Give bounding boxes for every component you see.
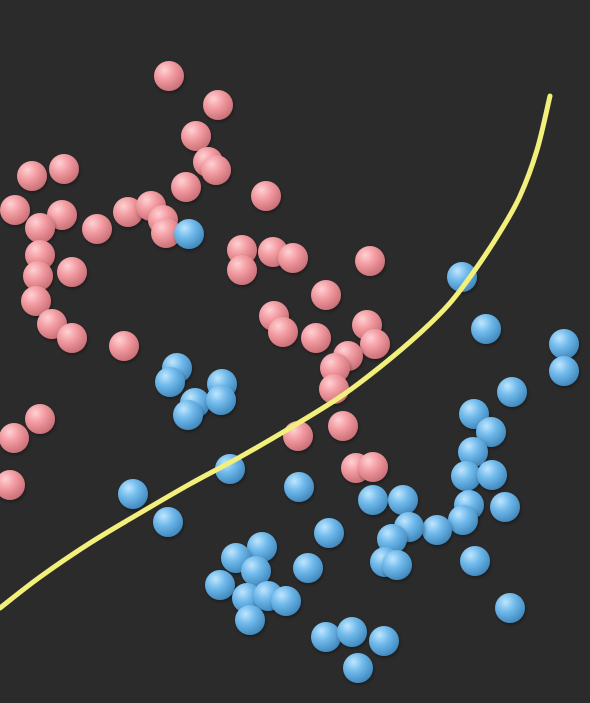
pink-point [201, 155, 231, 185]
blue-point [311, 622, 341, 652]
blue-point [206, 385, 236, 415]
pink-point [47, 200, 77, 230]
blue-point [284, 472, 314, 502]
pink-point [57, 257, 87, 287]
blue-point [153, 507, 183, 537]
pink-point [278, 243, 308, 273]
blue-point [549, 329, 579, 359]
pink-point [25, 213, 55, 243]
blue-point [497, 377, 527, 407]
blue-class-points [118, 219, 579, 683]
blue-point [358, 485, 388, 515]
pink-class-points [0, 61, 390, 500]
pink-point [109, 331, 139, 361]
pink-point [328, 411, 358, 441]
blue-point [173, 400, 203, 430]
blue-point [369, 626, 399, 656]
pink-point [0, 423, 29, 453]
pink-point [360, 329, 390, 359]
pink-point [82, 214, 112, 244]
blue-point [155, 367, 185, 397]
blue-point [490, 492, 520, 522]
blue-point [458, 437, 488, 467]
blue-point [215, 454, 245, 484]
pink-point [203, 90, 233, 120]
pink-point [113, 197, 143, 227]
pink-point [17, 161, 47, 191]
blue-point [247, 532, 277, 562]
blue-point [451, 461, 481, 491]
pink-point [0, 195, 30, 225]
blue-point [477, 460, 507, 490]
pink-point [268, 317, 298, 347]
blue-point [447, 262, 477, 292]
pink-point [151, 218, 181, 248]
pink-point [251, 181, 281, 211]
blue-point [241, 556, 271, 586]
blue-point [118, 479, 148, 509]
pink-point [23, 261, 53, 291]
pink-point [154, 61, 184, 91]
blue-point [235, 605, 265, 635]
blue-point [388, 485, 418, 515]
pink-point [25, 404, 55, 434]
blue-point [293, 553, 323, 583]
blue-point [314, 518, 344, 548]
pink-point [0, 470, 25, 500]
blue-point [205, 570, 235, 600]
blue-point [549, 356, 579, 386]
pink-point [171, 172, 201, 202]
blue-point [495, 593, 525, 623]
blue-point [174, 219, 204, 249]
pink-point [49, 154, 79, 184]
blue-point [271, 586, 301, 616]
blue-point [476, 417, 506, 447]
blue-point [343, 653, 373, 683]
blue-point [471, 314, 501, 344]
blue-point [460, 546, 490, 576]
pink-point [181, 121, 211, 151]
blue-point [382, 550, 412, 580]
blue-point [422, 515, 452, 545]
decision-boundary [0, 93, 553, 611]
pink-point [355, 246, 385, 276]
pink-point [21, 286, 51, 316]
blue-point [448, 505, 478, 535]
data-points [0, 61, 579, 683]
pink-point [301, 323, 331, 353]
blue-point [337, 617, 367, 647]
pink-point [57, 323, 87, 353]
pink-point [311, 280, 341, 310]
blue-point [377, 524, 407, 554]
pink-point [227, 255, 257, 285]
pink-point [358, 452, 388, 482]
